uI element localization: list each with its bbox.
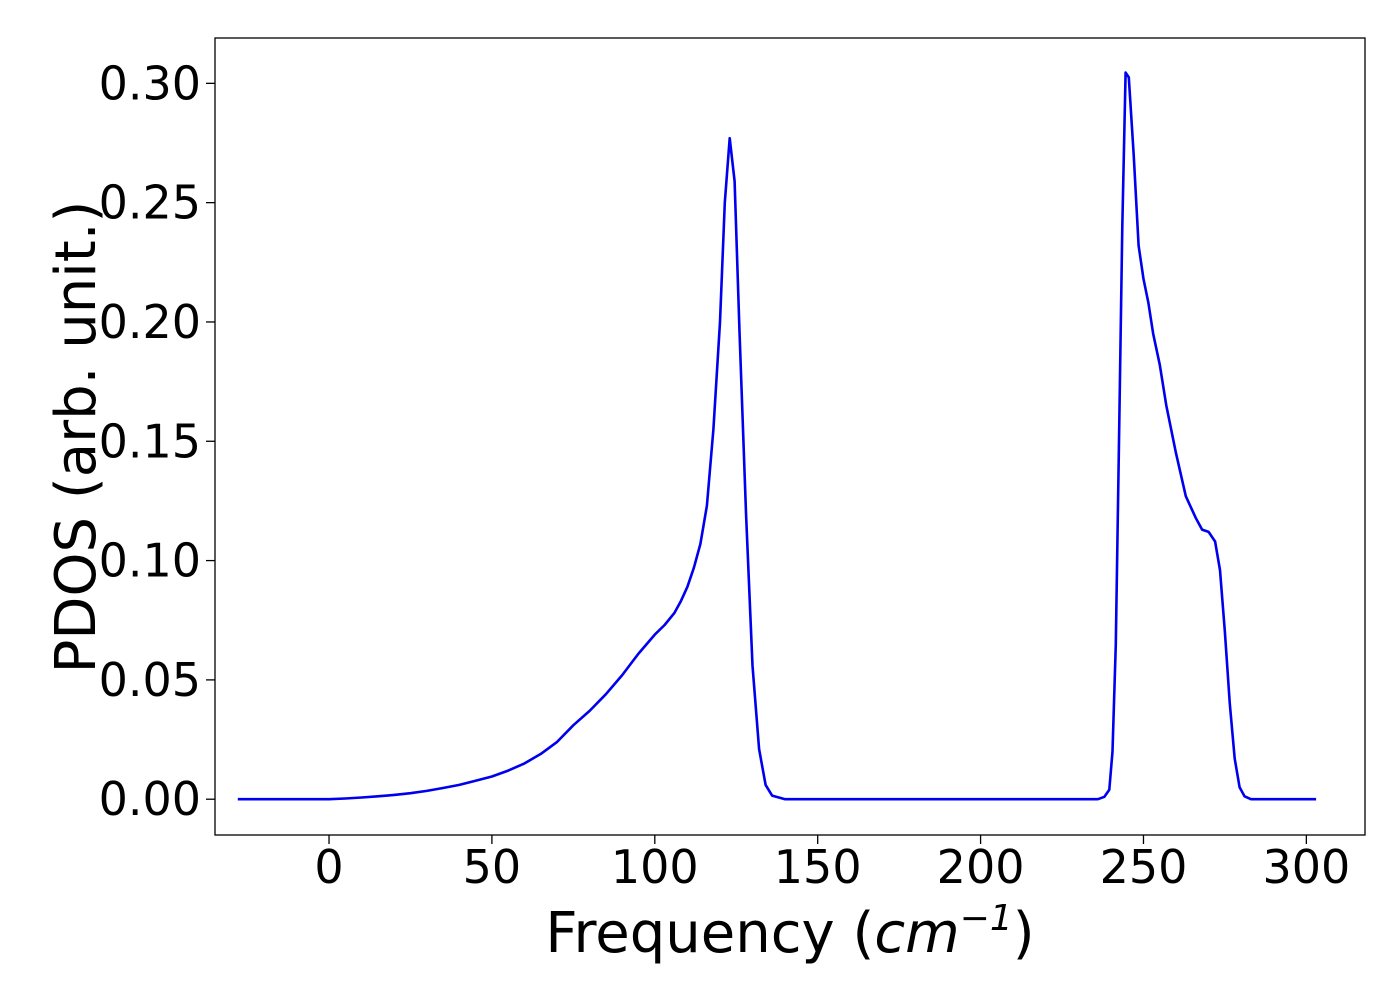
y-tick-label: 0.10 <box>99 534 201 588</box>
y-tick-label: 0.30 <box>99 56 201 110</box>
pdos-line <box>237 71 1317 801</box>
x-tick-label: 250 <box>1100 840 1188 894</box>
y-tick-label: 0.05 <box>99 653 201 707</box>
y-axis: 0.00 0.05 0.10 0.15 0.20 0.25 0.30 <box>99 56 215 826</box>
x-axis-label-unit: cm <box>874 901 959 966</box>
y-tick-label: 0.15 <box>99 414 201 468</box>
x-axis-label-main: Frequency ( <box>545 901 874 966</box>
plot-frame <box>214 37 1366 836</box>
x-axis-label: Frequency (cm−1) <box>545 898 1034 966</box>
x-tick-label: 50 <box>463 840 522 894</box>
x-tick-label: 200 <box>937 840 1025 894</box>
y-tick-label: 0.20 <box>99 295 201 349</box>
x-axis-label-exponent: −1 <box>960 898 1013 939</box>
x-tick-label: 100 <box>611 840 699 894</box>
y-axis-label: PDOS (arb. unit.) <box>44 201 109 674</box>
x-tick-label: 150 <box>774 840 862 894</box>
x-tick-label: 300 <box>1262 840 1350 894</box>
x-axis-label-close: ) <box>1013 901 1035 966</box>
x-tick-label: 0 <box>314 840 343 894</box>
x-axis: 0 50 100 150 200 250 300 <box>314 835 1350 894</box>
plot-series <box>237 71 1317 801</box>
y-tick-label: 0.00 <box>99 772 201 826</box>
y-tick-label: 0.25 <box>99 176 201 230</box>
